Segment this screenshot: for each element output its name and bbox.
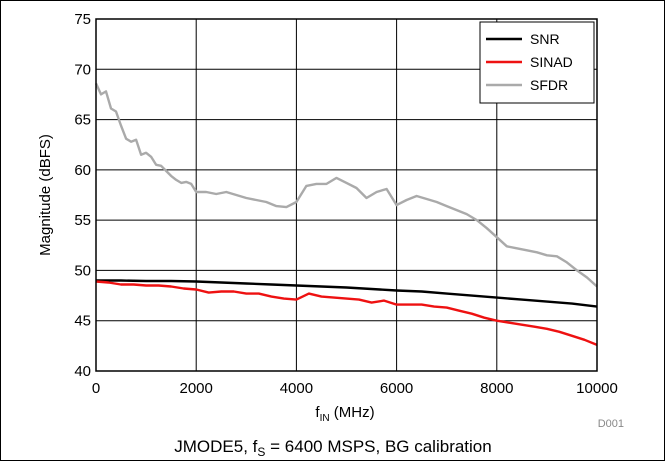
x-axis-label-rest: (MHz) (330, 404, 375, 421)
y-tick-labels: 40 45 50 55 60 65 70 75 (74, 11, 91, 380)
x-axis-label-sub: IN (320, 413, 330, 424)
y-tick-label-75: 75 (74, 11, 91, 28)
chart-caption: JMODE5, fS = 6400 MSPS, BG calibration (174, 437, 491, 459)
x-tick-label-0: 0 (92, 380, 100, 397)
x-tick-label-6000: 6000 (380, 380, 413, 397)
figure-id: D001 (598, 418, 624, 430)
caption-pre: JMODE5, f (174, 437, 257, 456)
x-tick-labels: 0 2000 4000 6000 8000 10000 (92, 380, 618, 397)
legend-label-snr: SNR (530, 31, 560, 47)
x-tick-label-2000: 2000 (180, 380, 213, 397)
x-axis-label-main: f (315, 404, 320, 421)
series-layer (94, 82, 598, 347)
y-tick-label-60: 60 (74, 162, 91, 179)
legend-label-sfdr: SFDR (530, 77, 568, 93)
y-tick-label-65: 65 (74, 112, 91, 129)
x-tick-label-10000: 10000 (576, 380, 618, 397)
y-tick-label-40: 40 (74, 363, 91, 380)
series-line-snr (96, 279, 598, 308)
y-tick-label-55: 55 (74, 212, 91, 229)
y-axis-label: Magnitude (dBFS) (37, 134, 54, 256)
grid-lines (96, 19, 597, 371)
y-tick-label-70: 70 (74, 61, 91, 78)
y-tick-label-50: 50 (74, 262, 91, 279)
legend: SNR SINAD SFDR (479, 21, 595, 104)
y-tick-label-45: 45 (74, 313, 91, 330)
series-line-sinad (95, 280, 598, 347)
x-tick-label-4000: 4000 (280, 380, 313, 397)
legend-label-sinad: SINAD (530, 54, 573, 70)
x-tick-label-8000: 8000 (480, 380, 513, 397)
caption-sub: S (257, 445, 265, 459)
plot-area (95, 18, 598, 372)
caption-post: = 6400 MSPS, BG calibration (265, 437, 491, 456)
x-axis-label: fIN (MHz) (315, 404, 374, 424)
series-line-sfdr (94, 82, 598, 288)
